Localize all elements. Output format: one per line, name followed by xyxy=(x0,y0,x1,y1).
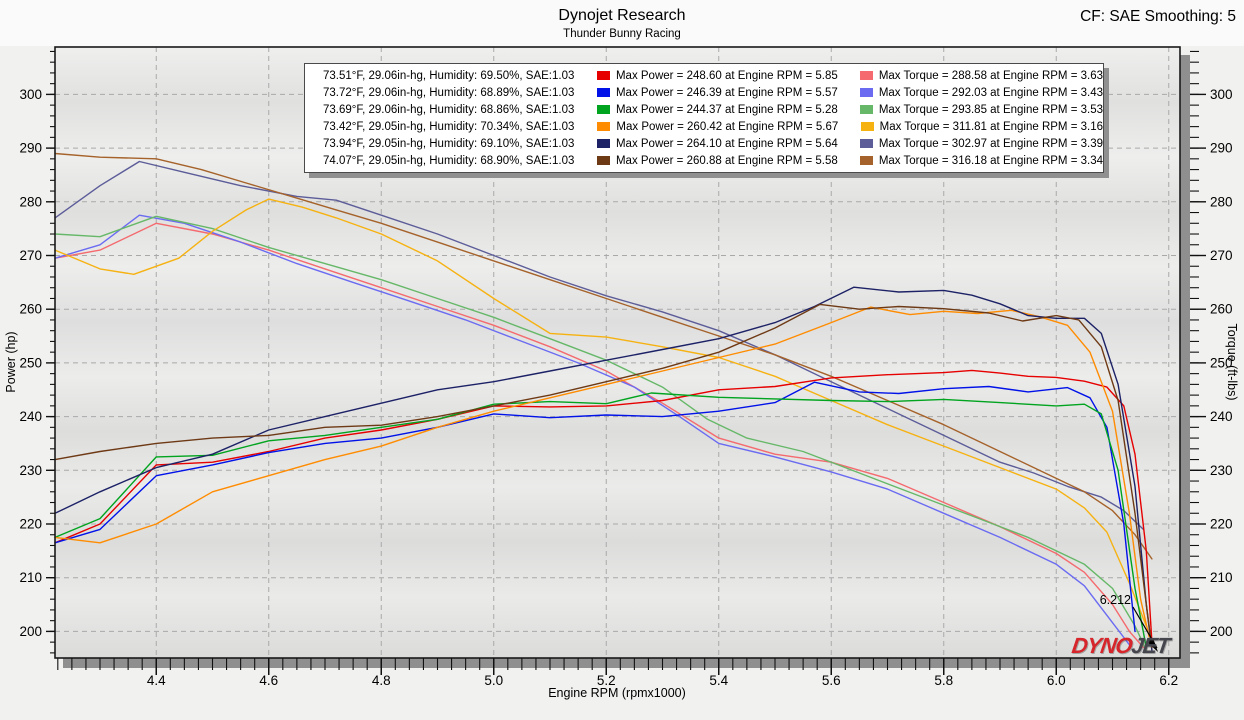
rpm-tick-label: 5.4 xyxy=(709,673,728,688)
rpm-tick-label: 6.2 xyxy=(1159,673,1178,688)
curve-run1-power xyxy=(54,369,1153,643)
power-swatch-icon xyxy=(596,71,610,80)
torque-tick-label: 230 xyxy=(1210,463,1233,478)
legend-row: 73.42°F, 29.05in-hg, Humidity: 70.34%, S… xyxy=(305,118,1103,135)
power-swatch-icon xyxy=(596,105,610,114)
rpm-tick-label: 6.0 xyxy=(1047,673,1066,688)
end-rpm-annotation: 6.212 xyxy=(1100,593,1131,607)
rpm-tick-label: 5.8 xyxy=(934,673,953,688)
power-swatch-icon xyxy=(596,88,610,97)
curve-run4-torque xyxy=(54,198,1148,627)
env-conditions: 73.51°F, 29.06in-hg, Humidity: 69.50%, S… xyxy=(323,69,575,82)
rpm-tick-label: 5.6 xyxy=(822,673,841,688)
rpm-tick-label: 4.8 xyxy=(372,673,391,688)
torque-tick-label: 200 xyxy=(1210,624,1233,639)
max-torque-label: Max Torque = 316.18 at Engine RPM = 3.34 xyxy=(878,154,1103,167)
curve-run4-power xyxy=(54,306,1150,638)
rpm-tick-label: 5.2 xyxy=(597,673,616,688)
torque-tick-label: 260 xyxy=(1210,302,1233,317)
rpm-tick-label: 5.0 xyxy=(484,673,503,688)
power-tick-label: 300 xyxy=(19,87,42,102)
power-tick-label: 290 xyxy=(19,141,42,156)
env-conditions: 73.72°F, 29.06in-hg, Humidity: 68.89%, S… xyxy=(323,86,575,99)
env-conditions: 73.42°F, 29.05in-hg, Humidity: 70.34%, S… xyxy=(323,120,575,133)
legend-row: 73.51°F, 29.06in-hg, Humidity: 69.50%, S… xyxy=(305,67,1103,84)
torque-tick-label: 290 xyxy=(1210,141,1233,156)
max-power-label: Max Power = 260.88 at Engine RPM = 5.58 xyxy=(615,154,838,167)
curve-run2-torque xyxy=(54,214,1131,646)
power-axis-title: Power (hp) xyxy=(4,331,18,393)
chart-header: Dynojet Research Thunder Bunny Racing CF… xyxy=(0,0,1244,46)
torque-tick-label: 210 xyxy=(1210,570,1233,585)
legend-row: 73.94°F, 29.05in-hg, Humidity: 69.10%, S… xyxy=(305,135,1103,152)
torque-swatch-icon xyxy=(859,71,873,80)
power-swatch-icon xyxy=(597,122,611,131)
max-power-label: Max Power = 246.39 at Engine RPM = 5.57 xyxy=(615,86,838,99)
dynojet-logo-secondary: JET xyxy=(1129,633,1171,658)
torque-tick-label: 220 xyxy=(1210,517,1233,532)
legend-row: 73.69°F, 29.06in-hg, Humidity: 68.86%, S… xyxy=(305,101,1103,118)
power-swatch-icon xyxy=(596,139,610,148)
torque-tick-label: 280 xyxy=(1210,194,1233,209)
correction-factor-label: CF: SAE Smoothing: 5 xyxy=(1080,8,1236,25)
torque-swatch-icon xyxy=(860,122,874,131)
power-tick-label: 260 xyxy=(19,302,42,317)
torque-tick-label: 240 xyxy=(1210,409,1233,424)
rpm-axis-title: Engine RPM (rpmx1000) xyxy=(548,686,686,700)
plot-shadow-right xyxy=(1180,55,1190,668)
curve-run5-power xyxy=(54,286,1153,651)
annotation-arrowhead-icon xyxy=(1147,638,1158,652)
max-power-label: Max Power = 244.37 at Engine RPM = 5.28 xyxy=(615,103,838,116)
curve-run1-torque xyxy=(54,222,1145,649)
max-power-label: Max Power = 248.60 at Engine RPM = 5.85 xyxy=(615,69,838,82)
max-torque-label: Max Torque = 311.81 at Engine RPM = 3.16 xyxy=(879,120,1103,133)
curve-run3-torque xyxy=(54,215,1148,651)
env-conditions: 73.94°F, 29.05in-hg, Humidity: 69.10%, S… xyxy=(323,137,575,150)
torque-swatch-icon xyxy=(859,88,873,97)
torque-tick-label: 300 xyxy=(1210,87,1233,102)
torque-swatch-icon xyxy=(859,105,873,114)
curve-run3-power xyxy=(54,392,1148,649)
torque-swatch-icon xyxy=(859,156,873,165)
torque-swatch-icon xyxy=(859,139,873,148)
power-tick-label: 200 xyxy=(19,624,42,639)
power-tick-label: 270 xyxy=(19,248,42,263)
curve-run6-power xyxy=(54,303,1153,649)
legend-row: 74.07°F, 29.05in-hg, Humidity: 68.90%, S… xyxy=(305,152,1103,169)
dynojet-logo: DYNOJET xyxy=(1070,633,1171,659)
max-torque-label: Max Torque = 293.85 at Engine RPM = 3.53 xyxy=(878,103,1103,116)
max-torque-label: Max Torque = 288.58 at Engine RPM = 3.63 xyxy=(878,69,1103,82)
legend-box: 73.51°F, 29.06in-hg, Humidity: 69.50%, S… xyxy=(304,63,1104,173)
torque-tick-label: 250 xyxy=(1210,355,1233,370)
power-tick-label: 220 xyxy=(19,517,42,532)
max-torque-label: Max Torque = 292.03 at Engine RPM = 3.43 xyxy=(878,86,1103,99)
max-power-label: Max Power = 264.10 at Engine RPM = 5.64 xyxy=(615,137,838,150)
power-tick-label: 250 xyxy=(19,355,42,370)
power-tick-label: 230 xyxy=(19,463,42,478)
power-tick-label: 280 xyxy=(19,194,42,209)
page-subtitle: Thunder Bunny Racing xyxy=(563,28,681,40)
power-tick-label: 240 xyxy=(19,409,42,424)
curve-run6-torque xyxy=(54,152,1153,560)
env-conditions: 73.69°F, 29.06in-hg, Humidity: 68.86%, S… xyxy=(323,103,575,116)
rpm-tick-label: 4.6 xyxy=(259,673,278,688)
curve-run2-power xyxy=(54,381,1136,633)
page-title: Dynojet Research xyxy=(558,7,686,24)
dynojet-logo-primary: DYNO xyxy=(1070,633,1134,658)
torque-axis-title: Torque (ft-lbs) xyxy=(1225,323,1239,401)
rpm-tick-label: 4.4 xyxy=(147,673,166,688)
power-tick-label: 210 xyxy=(19,570,42,585)
env-conditions: 74.07°F, 29.05in-hg, Humidity: 68.90%, S… xyxy=(323,154,575,167)
plot-shadow-bottom xyxy=(63,658,1190,668)
legend-row: 73.72°F, 29.06in-hg, Humidity: 68.89%, S… xyxy=(305,84,1103,101)
torque-tick-label: 270 xyxy=(1210,248,1233,263)
max-torque-label: Max Torque = 302.97 at Engine RPM = 3.39 xyxy=(878,137,1103,150)
max-power-label: Max Power = 260.42 at Engine RPM = 5.67 xyxy=(616,120,839,133)
power-swatch-icon xyxy=(596,156,610,165)
curve-run5-torque xyxy=(54,160,1145,531)
